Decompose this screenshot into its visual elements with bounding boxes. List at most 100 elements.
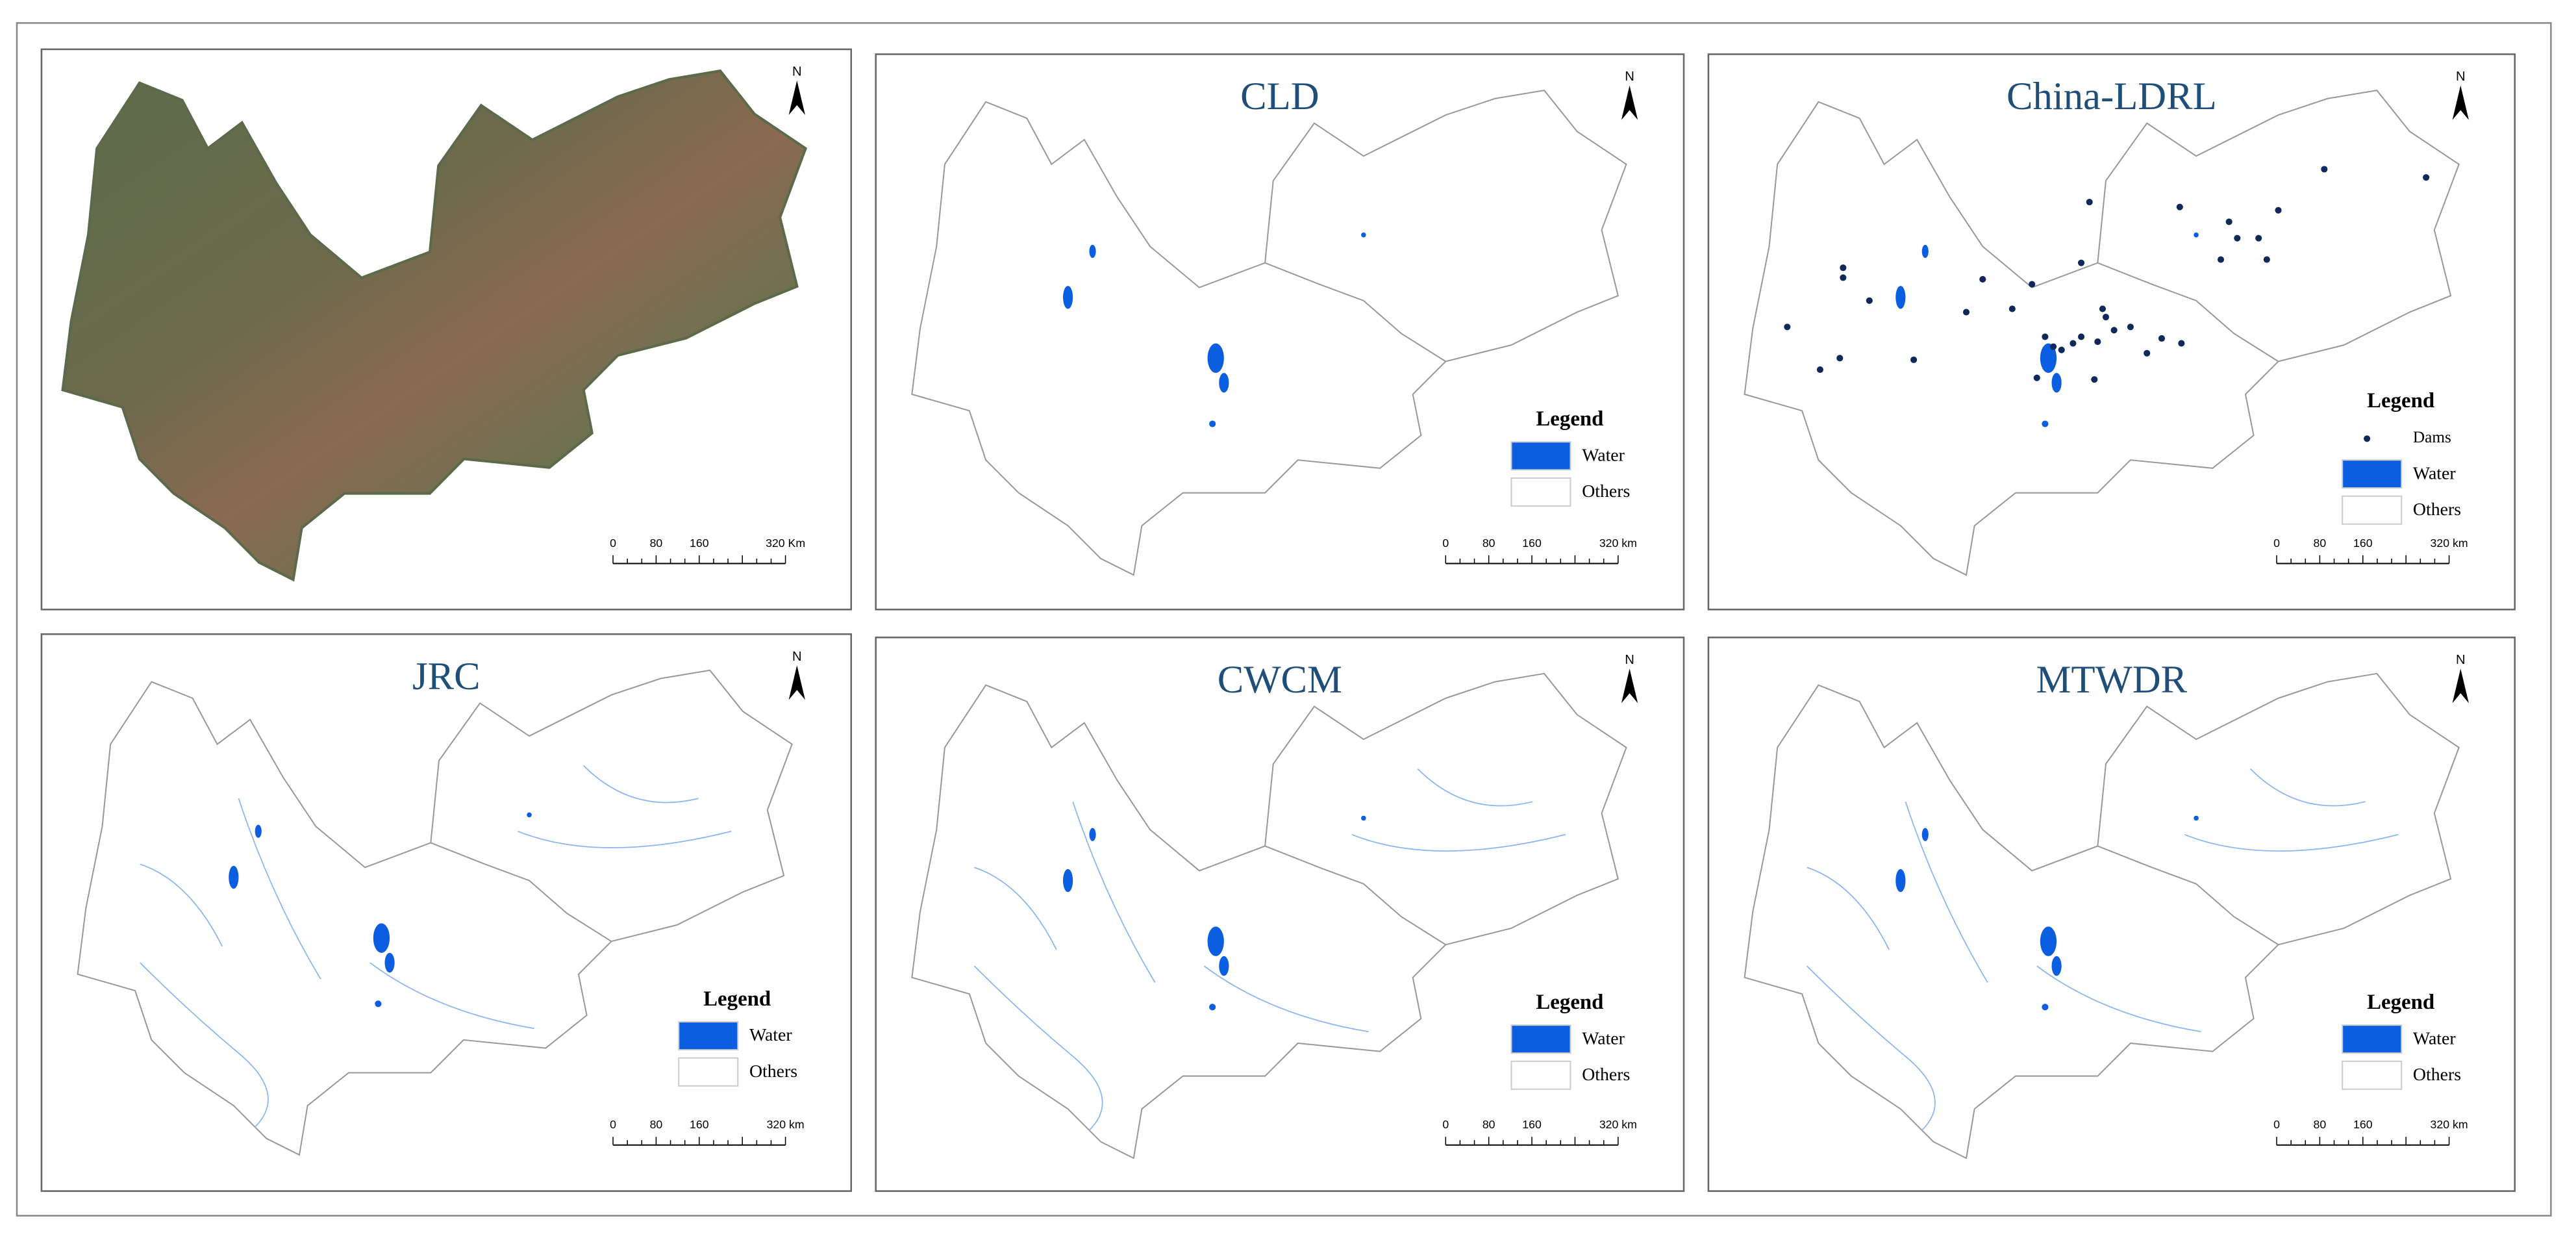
legend-swatch	[1510, 441, 1571, 471]
dam	[2077, 259, 2085, 266]
dam	[2321, 166, 2328, 173]
dam	[1979, 275, 1986, 283]
legend-dam-symbol	[2364, 435, 2371, 442]
river	[1905, 801, 1988, 983]
dam	[2263, 256, 2270, 263]
scale-label: 160	[1522, 1118, 1542, 1131]
panel-title: China-LDRL	[2007, 75, 2217, 118]
river	[140, 962, 269, 1128]
scale-label: 160	[1522, 537, 1542, 550]
river	[518, 830, 732, 848]
scale-label: 0	[2273, 1118, 2280, 1131]
dam	[1962, 309, 1970, 316]
map-panel: CLD N Legend Water Others 0 80 160 320 km	[875, 53, 1685, 611]
legend-label: Water	[2413, 1028, 2456, 1048]
water-body	[229, 865, 239, 889]
river	[238, 798, 321, 980]
water-body	[375, 1000, 382, 1008]
legend-swatch	[2342, 1060, 2403, 1090]
legend-label: Others	[1582, 481, 1630, 501]
map-panel: CWCM N Legend Water Others 0 80 160 320 km	[875, 637, 1685, 1192]
river	[973, 965, 1103, 1131]
river	[974, 867, 1057, 950]
legend-swatch	[1510, 1024, 1571, 1054]
map-panel: China-LDRL N Legend Dams Water Others 0 80 160 32…	[1707, 53, 2516, 611]
legend-swatch	[2342, 495, 2403, 525]
north-label: N	[1625, 653, 1634, 667]
north-label: N	[2456, 70, 2466, 84]
legend-title: Legend	[1536, 407, 1603, 431]
water-body	[373, 923, 390, 953]
dam	[2144, 349, 2151, 357]
dam	[2127, 323, 2134, 331]
water-body	[2051, 373, 2062, 393]
legend-title: Legend	[1536, 991, 1603, 1014]
dam	[2033, 374, 2040, 381]
legend-swatch	[1510, 1060, 1571, 1090]
scale-label: 320 km	[2431, 537, 2468, 550]
legend-label: Others	[2413, 500, 2461, 520]
panel-title: CLD	[1240, 75, 1319, 118]
dam	[2176, 203, 2183, 210]
water-body	[2040, 343, 2057, 374]
scale-label: 80	[2314, 537, 2327, 550]
scale-label: 160	[2353, 537, 2373, 550]
dam	[2099, 305, 2106, 312]
dam	[2058, 346, 2065, 353]
map-panel: MTWDR N Legend Water Others 0 80 160 320 km	[1707, 637, 2516, 1192]
legend-label: Others	[749, 1061, 797, 1082]
scale-label: 0	[1442, 537, 1449, 550]
river	[1807, 965, 1936, 1131]
north-arrow	[1621, 85, 1638, 120]
scale-label: 80	[650, 537, 663, 550]
dam	[2234, 234, 2241, 242]
scale-label: 160	[690, 1118, 709, 1131]
north-label: N	[792, 650, 802, 664]
north-arrow	[788, 665, 805, 700]
water-body	[1209, 420, 1216, 427]
water-body	[1207, 343, 1224, 374]
dam	[2255, 234, 2262, 242]
water-body	[527, 812, 532, 818]
dam	[2275, 207, 2282, 214]
north-arrow	[1621, 668, 1638, 703]
dam	[2070, 340, 2077, 347]
scale-label: 0	[610, 1118, 616, 1131]
dam	[2158, 335, 2166, 342]
water-body	[1207, 926, 1224, 956]
water-body	[1921, 828, 1929, 841]
water-body	[1895, 286, 1906, 309]
legend-label: Water	[749, 1025, 792, 1045]
scale-label: 160	[690, 537, 709, 550]
dam	[2077, 333, 2085, 340]
river	[1417, 768, 1533, 807]
dam	[2091, 376, 2098, 383]
legend-swatch	[678, 1021, 739, 1051]
north-label: N	[792, 65, 802, 79]
scale-label: 320 km	[1599, 1118, 1637, 1131]
legend-title: Legend	[2367, 389, 2434, 412]
dam	[2423, 174, 2430, 181]
water-body	[2051, 956, 2062, 976]
legend-label: Dams	[2413, 428, 2451, 446]
water-body	[1089, 244, 1096, 259]
dam	[2042, 333, 2049, 340]
legend-swatch	[678, 1057, 739, 1087]
river	[1807, 867, 1890, 950]
water-body	[2042, 420, 2049, 427]
water-body	[2042, 1004, 2049, 1011]
river	[1072, 801, 1156, 983]
dam	[2217, 256, 2225, 263]
legend-label: Others	[1582, 1065, 1630, 1085]
dam	[1816, 366, 1823, 374]
panel-title: JRC	[412, 655, 481, 698]
north-arrow	[2452, 668, 2469, 703]
panel-title: CWCM	[1218, 658, 1342, 702]
scale-label: 80	[1482, 1118, 1495, 1131]
water-body	[384, 952, 395, 973]
water-body	[255, 824, 262, 838]
water-body	[1063, 868, 1073, 893]
river	[1351, 833, 1566, 852]
dam	[2050, 343, 2057, 350]
